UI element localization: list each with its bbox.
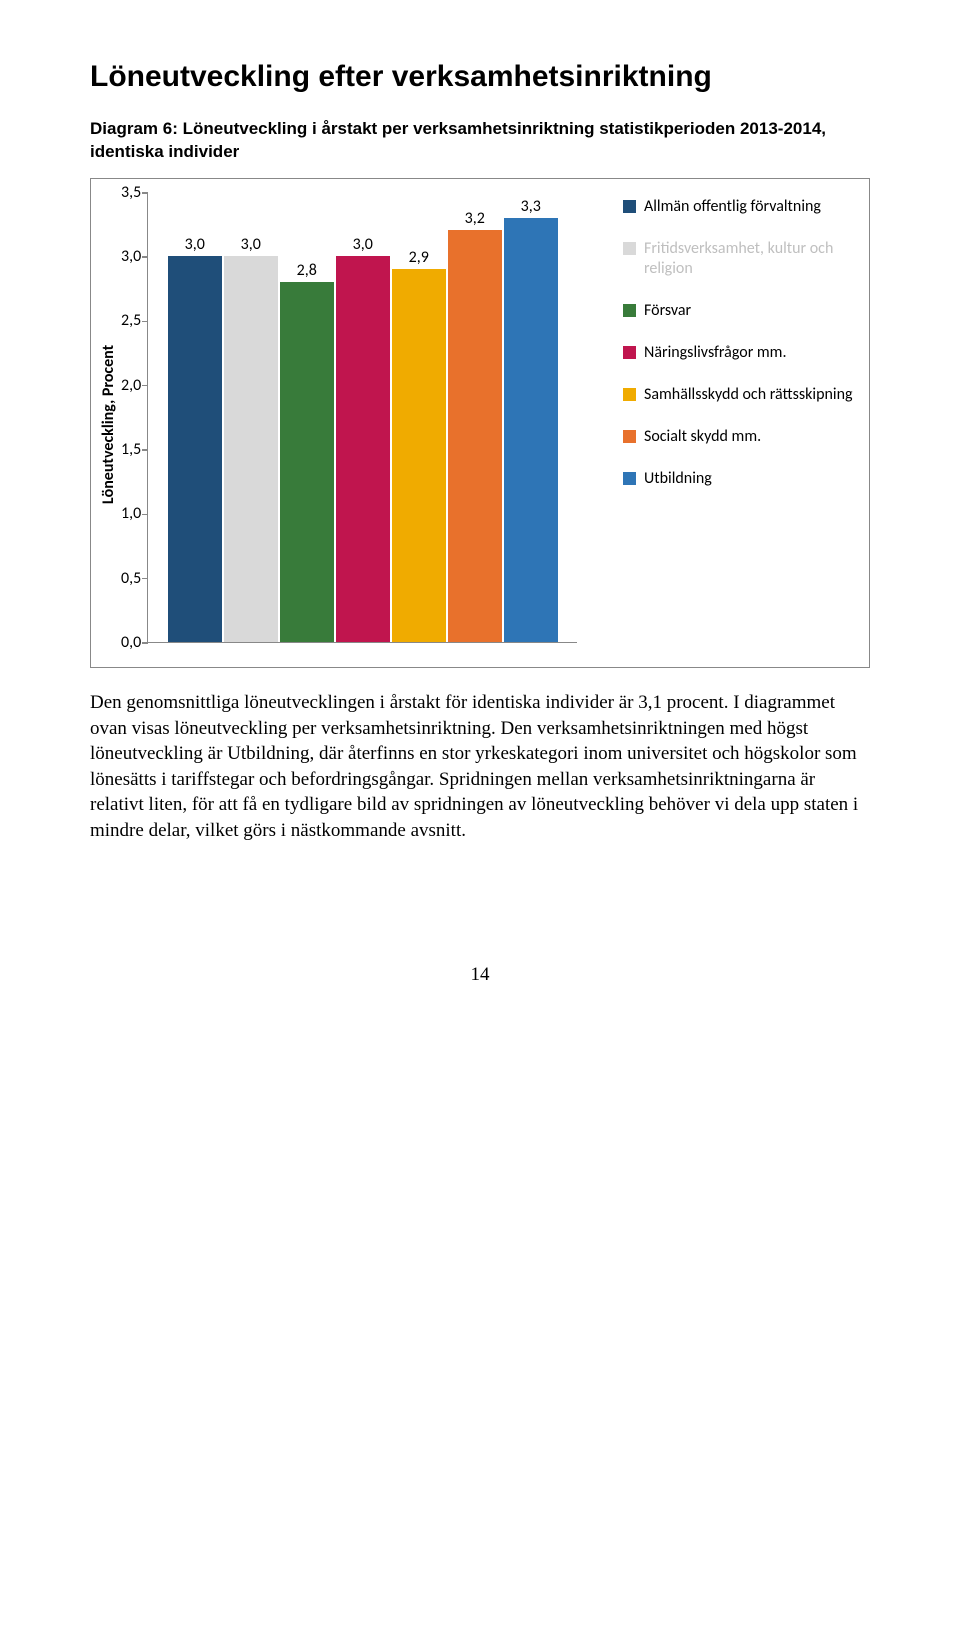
legend-item: Försvar <box>623 301 859 321</box>
y-tick-mark <box>142 385 148 387</box>
bar-rect <box>392 269 446 642</box>
legend-item: Utbildning <box>623 469 859 489</box>
bar-rect <box>280 282 334 642</box>
bar-value-label: 3,0 <box>353 235 373 254</box>
chart-legend: Allmän offentlig förvaltning Fritidsverks… <box>601 193 859 489</box>
bar-rect <box>448 230 502 641</box>
legend-swatch <box>623 304 636 317</box>
bar: 3,0 <box>336 235 390 642</box>
legend-label: Allmän offentlig förvaltning <box>644 197 821 217</box>
legend-swatch <box>623 430 636 443</box>
legend-swatch <box>623 200 636 213</box>
bar: 2,8 <box>280 261 334 642</box>
legend-label: Försvar <box>644 301 691 321</box>
y-tick-mark <box>142 449 148 451</box>
bar: 3,2 <box>448 209 502 641</box>
y-tick-mark <box>142 642 148 644</box>
bar-rect <box>336 256 390 642</box>
bar: 3,0 <box>224 235 278 642</box>
bar-value-label: 2,8 <box>297 261 317 280</box>
legend-label: Utbildning <box>644 469 712 489</box>
legend-label: Näringslivsfrågor mm. <box>644 343 787 363</box>
body-paragraph: Den genomsnittliga löneutvecklingen i år… <box>90 690 870 844</box>
bar-value-label: 3,0 <box>185 235 205 254</box>
y-tick-mark <box>142 578 148 580</box>
plot-column: 3,53,02,52,01,51,00,50,0 3,0 3,0 2,8 3,0 2,9… <box>121 193 601 643</box>
bar-value-label: 2,9 <box>409 248 429 267</box>
bar-rect <box>224 256 278 642</box>
legend-label: Samhällsskydd och rättsskipning <box>644 385 853 405</box>
legend-label: Socialt skydd mm. <box>644 427 761 447</box>
bar-chart: Löneutveckling, Procent 3,53,02,52,01,51… <box>90 178 870 668</box>
y-axis-ticks: 3,53,02,52,01,51,00,50,0 <box>121 193 147 643</box>
legend-item: Fritidsverksamhet, kultur och religion <box>623 239 859 279</box>
page-title: Löneutveckling efter verksamhetsinriktni… <box>90 60 870 94</box>
bars-container: 3,0 3,0 2,8 3,0 2,9 3,2 3,3 <box>148 193 577 642</box>
legend-swatch <box>623 388 636 401</box>
legend-item: Näringslivsfrågor mm. <box>623 343 859 363</box>
legend-item: Allmän offentlig förvaltning <box>623 197 859 217</box>
y-tick-mark <box>142 321 148 323</box>
legend-item: Samhällsskydd och rättsskipning <box>623 385 859 405</box>
y-axis-label-wrap: Löneutveckling, Procent <box>97 193 121 657</box>
legend-item: Socialt skydd mm. <box>623 427 859 447</box>
y-tick-mark <box>142 514 148 516</box>
bar: 3,3 <box>504 197 558 642</box>
bar-value-label: 3,2 <box>465 209 485 228</box>
bar-value-label: 3,3 <box>521 197 541 216</box>
y-tick-mark <box>142 192 148 194</box>
bar-rect <box>168 256 222 642</box>
bar-value-label: 3,0 <box>241 235 261 254</box>
legend-swatch <box>623 346 636 359</box>
bar: 2,9 <box>392 248 446 642</box>
page-number: 14 <box>90 964 870 986</box>
bar: 3,0 <box>168 235 222 642</box>
legend-swatch <box>623 242 636 255</box>
document-page: Löneutveckling efter verksamhetsinriktni… <box>0 0 960 1026</box>
chart-caption: Diagram 6: Löneutveckling i årstakt per … <box>90 118 870 164</box>
y-tick-mark <box>142 256 148 258</box>
bar-rect <box>504 218 558 642</box>
legend-swatch <box>623 472 636 485</box>
y-axis-label: Löneutveckling, Procent <box>100 345 119 504</box>
legend-label: Fritidsverksamhet, kultur och religion <box>644 239 859 279</box>
plot-area: 3,0 3,0 2,8 3,0 2,9 3,2 3,3 <box>147 193 577 643</box>
